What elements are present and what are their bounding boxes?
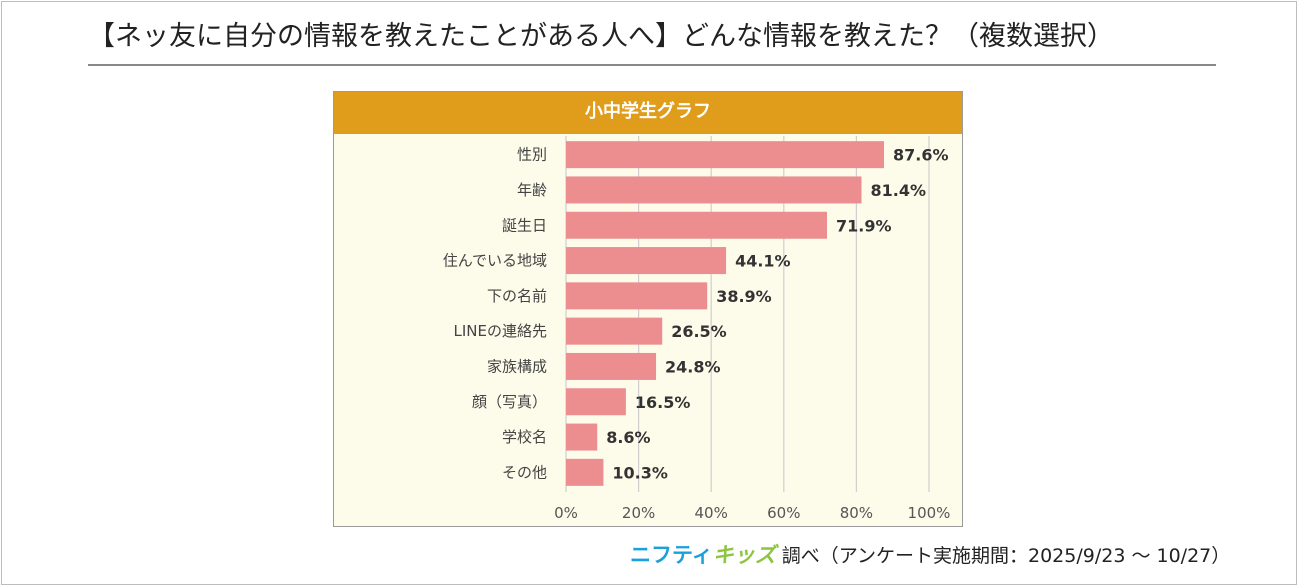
title-underline bbox=[88, 64, 1216, 66]
bar bbox=[566, 388, 626, 416]
bar bbox=[566, 317, 663, 345]
bar bbox=[566, 352, 657, 380]
x-tick-label: 60% bbox=[767, 504, 800, 522]
chart-title: 小中学生グラフ bbox=[334, 92, 962, 134]
category-label: LINEの連絡先 bbox=[454, 322, 547, 340]
category-label: 学校名 bbox=[502, 428, 547, 446]
x-tick-label: 0% bbox=[554, 504, 578, 522]
x-tick-label: 20% bbox=[622, 504, 655, 522]
category-label: 誕生日 bbox=[502, 216, 547, 234]
source-footer: ニフティキッズ 調べ（アンケート実施期間：2025/9/23 〜 10/27） bbox=[630, 538, 1230, 572]
category-label: 年齢 bbox=[517, 181, 547, 199]
bar bbox=[566, 423, 598, 451]
page-title: 【ネッ友に自分の情報を教えたことがある人へ】どんな情報を教えた？（複数選択） bbox=[88, 21, 1114, 52]
bar bbox=[566, 211, 827, 239]
category-label: 下の名前 bbox=[487, 287, 547, 305]
bar bbox=[566, 282, 708, 310]
bar bbox=[566, 458, 604, 486]
brand-name-part1: ニフティ bbox=[630, 543, 713, 567]
category-label: その他 bbox=[502, 463, 547, 481]
data-label: 71.9% bbox=[836, 216, 892, 235]
category-label: 住んでいる地域 bbox=[443, 252, 547, 270]
data-label: 16.5% bbox=[635, 393, 691, 412]
x-tick-label: 100% bbox=[908, 504, 951, 522]
bar bbox=[566, 141, 884, 169]
data-label: 81.4% bbox=[870, 181, 926, 200]
survey-note: 調べ（アンケート実施期間：2025/9/23 〜 10/27） bbox=[781, 545, 1231, 567]
data-label: 44.1% bbox=[735, 252, 791, 271]
category-label: 性別 bbox=[517, 146, 547, 164]
data-label: 26.5% bbox=[671, 322, 727, 341]
data-label: 8.6% bbox=[606, 428, 650, 447]
x-tick-label: 40% bbox=[695, 504, 728, 522]
chart-container: 小中学生グラフ 0% 20% 40% 60% 80% 100% 性別 87.6% 年齢 81.4%… bbox=[333, 91, 963, 527]
bar bbox=[566, 247, 727, 275]
data-label: 10.3% bbox=[612, 463, 668, 482]
category-label: 家族構成 bbox=[487, 357, 547, 375]
category-label: 顔（写真） bbox=[472, 393, 547, 411]
x-tick-label: 80% bbox=[840, 504, 873, 522]
brand-name-part2: キッズ bbox=[712, 543, 776, 567]
bar-chart: 0% 20% 40% 60% 80% 100% 性別 87.6% 年齢 81.4% 誕生日 71.9%… bbox=[443, 136, 951, 522]
bar bbox=[566, 176, 862, 204]
data-label: 87.6% bbox=[893, 146, 949, 165]
data-label: 38.9% bbox=[716, 287, 772, 306]
data-label: 24.8% bbox=[665, 357, 721, 376]
